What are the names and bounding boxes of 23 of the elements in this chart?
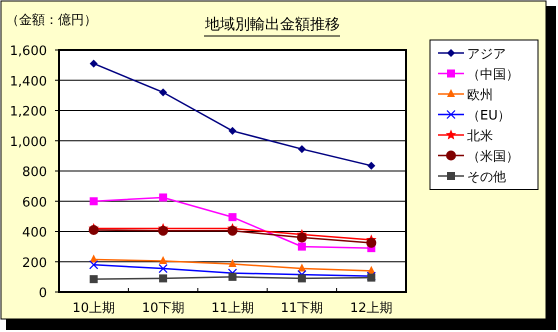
y-tick-label: 200 xyxy=(22,256,47,271)
y-tick-label: 0 xyxy=(38,286,47,301)
legend-label: （EU） xyxy=(467,108,511,124)
legend-label: アジア xyxy=(467,47,506,62)
x-tick-label: 11下期 xyxy=(280,301,324,316)
legend-label: 欧州 xyxy=(467,88,493,103)
y-tick-label: 1,000 xyxy=(10,134,47,150)
y-tick-label: 1,400 xyxy=(10,74,47,90)
y-tick-label: 1,600 xyxy=(10,44,47,59)
y-tick-label: 600 xyxy=(22,195,47,210)
x-tick-label: 12上期 xyxy=(350,301,393,316)
x-tick-label: 10上期 xyxy=(72,301,115,316)
y-axis-title: （金額：億円） xyxy=(6,13,97,28)
chart-title: 地域別輸出金額推移 xyxy=(204,15,340,33)
y-tick-label: 1,200 xyxy=(10,104,47,120)
x-tick-label: 10下期 xyxy=(142,301,184,316)
y-tick-label: 800 xyxy=(22,165,47,180)
legend-label: 北米 xyxy=(467,129,493,144)
legend-label: （米国） xyxy=(467,150,519,164)
x-tick-label: 11上期 xyxy=(211,301,254,316)
legend-label: その他 xyxy=(467,170,506,185)
y-tick-label: 400 xyxy=(22,226,47,240)
legend-label: （中国） xyxy=(467,68,519,82)
